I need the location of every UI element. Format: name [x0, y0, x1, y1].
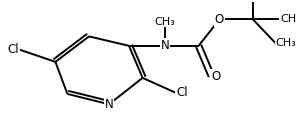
Text: N: N: [104, 98, 113, 111]
Text: Cl: Cl: [176, 86, 188, 100]
Text: O: O: [211, 70, 221, 82]
Text: CH₃: CH₃: [243, 0, 263, 1]
Text: CH₃: CH₃: [275, 38, 296, 48]
Text: N: N: [161, 39, 169, 52]
Text: Cl: Cl: [8, 43, 20, 56]
Text: CH₃: CH₃: [280, 14, 296, 24]
Text: O: O: [215, 13, 224, 26]
Text: CH₃: CH₃: [155, 17, 175, 27]
